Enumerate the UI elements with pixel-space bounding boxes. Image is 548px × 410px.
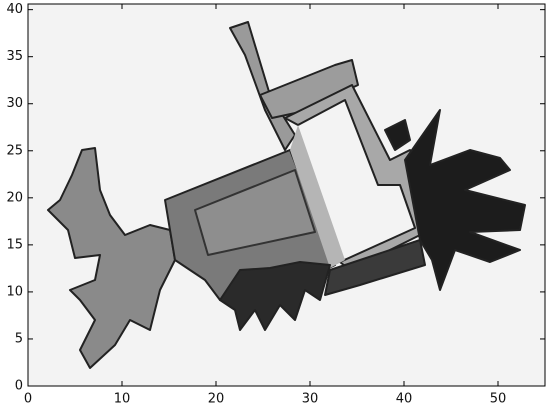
y-tick-label: 5 [15,331,23,346]
y-tick-label: 30 [6,96,23,111]
y-tick-label: 0 [15,379,23,394]
x-tick-label: 40 [396,392,413,407]
x-tick-label: 10 [114,392,131,407]
y-tick-label: 20 [6,190,23,205]
x-tick-label: 0 [24,392,32,407]
x-tick-label: 50 [490,392,507,407]
y-tick-label: 40 [6,2,23,17]
y-tick-label: 35 [6,49,23,64]
chart: 0 10 20 30 40 50 0 5 10 15 20 25 30 35 40 [0,0,548,410]
page: 010203040500510152025303540 (() => { con… [0,0,548,410]
y-tick-label: 25 [6,143,23,158]
y-tick-label: 15 [6,237,23,252]
y-tick-label: 10 [6,284,23,299]
x-tick-label: 30 [302,392,319,407]
x-tick-label: 20 [208,392,225,407]
